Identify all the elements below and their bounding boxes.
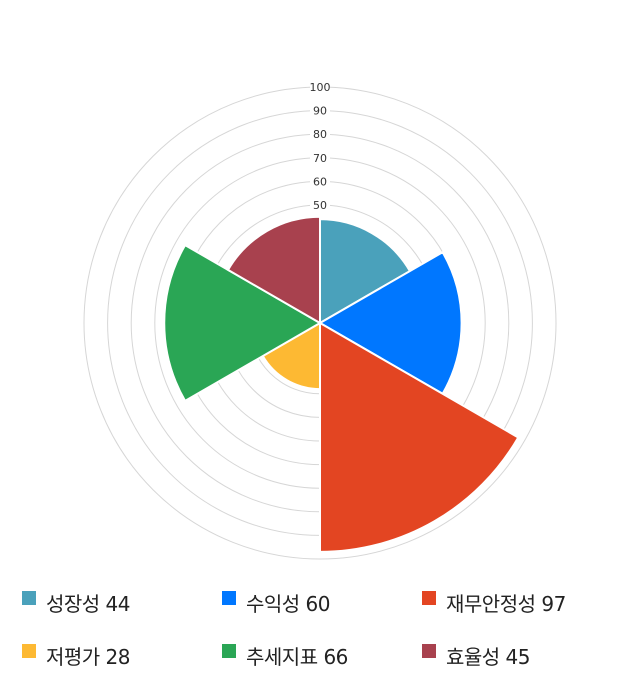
legend-item-profitability[interactable]: 수익성 60 bbox=[222, 590, 331, 616]
legend-label: 효율성 45 bbox=[446, 644, 531, 669]
tick-label: 90 bbox=[313, 105, 327, 118]
tick-label-bg bbox=[310, 175, 330, 187]
tick-label: 70 bbox=[313, 152, 327, 165]
legend-item-stability[interactable]: 재무안정성 97 bbox=[422, 590, 566, 616]
legend-item-valuation[interactable]: 저평가 28 bbox=[22, 643, 131, 669]
slice-수익성[interactable] bbox=[318, 250, 463, 396]
legend-item-trend[interactable]: 추세지표 66 bbox=[222, 643, 348, 669]
tick-label-bg bbox=[310, 81, 330, 92]
legend-label: 수익성 60 bbox=[246, 591, 331, 616]
legend-label: 추세지표 66 bbox=[246, 644, 348, 669]
tick-label: 50 bbox=[313, 199, 327, 212]
tick-label: 100 bbox=[310, 81, 331, 94]
slice-저평가[interactable] bbox=[261, 321, 321, 391]
tick-label-bg bbox=[310, 104, 330, 116]
legend-item-growth[interactable]: 성장성 44 bbox=[22, 590, 131, 616]
legend-swatch bbox=[22, 591, 36, 605]
legend-label: 저평가 28 bbox=[46, 644, 131, 669]
slice-성장성[interactable] bbox=[319, 218, 412, 325]
polar-area-chart: 50 60 70 80 90 100 bbox=[83, 81, 557, 560]
slice-재무안정성[interactable] bbox=[319, 321, 520, 553]
legend-swatch bbox=[422, 591, 436, 605]
tick-label-bg bbox=[310, 151, 330, 163]
legend-swatch bbox=[22, 644, 36, 658]
legend-swatch bbox=[222, 644, 236, 658]
legend-label: 성장성 44 bbox=[46, 591, 131, 616]
legend-swatch bbox=[222, 591, 236, 605]
tick-label: 60 bbox=[313, 175, 327, 188]
slice-추세지표[interactable] bbox=[163, 243, 322, 403]
slice-효율성[interactable] bbox=[226, 215, 321, 325]
legend-item-efficiency[interactable]: 효율성 45 bbox=[422, 643, 531, 669]
tick-label-bg bbox=[310, 128, 330, 140]
legend-swatch bbox=[422, 644, 436, 658]
legend-label: 재무안정성 97 bbox=[446, 591, 566, 616]
tick-label: 80 bbox=[313, 128, 327, 141]
tick-label-bg bbox=[310, 199, 330, 210]
